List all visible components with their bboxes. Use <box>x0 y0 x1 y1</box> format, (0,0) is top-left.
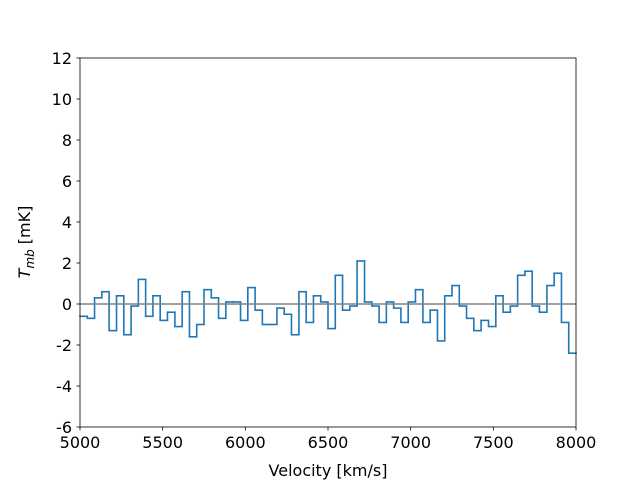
y-label-unit: [mK] <box>15 206 34 245</box>
y-tick-label: -4 <box>56 377 72 396</box>
y-label-subscript: mb <box>23 249 37 269</box>
y-tick-label: -6 <box>56 418 72 437</box>
y-tick-label: 0 <box>62 295 72 314</box>
plot-frame <box>79 57 577 428</box>
y-tick-label: 2 <box>62 254 72 273</box>
x-tick-label: 5500 <box>142 433 183 452</box>
x-tick-label: 7000 <box>390 433 431 452</box>
y-tick-label: 12 <box>52 49 72 68</box>
x-tick-label: 6000 <box>225 433 266 452</box>
y-tick-label: 8 <box>62 131 72 150</box>
x-tick-label: 8000 <box>556 433 597 452</box>
y-tick-label: 10 <box>52 90 72 109</box>
x-axis-label: Velocity [km/s] <box>269 461 388 480</box>
y-tick-label: 4 <box>62 213 72 232</box>
y-axis-label: Tmb [mK] <box>15 206 37 279</box>
y-tick-label: 6 <box>62 172 72 191</box>
y-tick-label: -2 <box>56 336 72 355</box>
x-tick-label: 5000 <box>60 433 101 452</box>
y-label-symbol: T <box>15 267 34 278</box>
x-tick-label: 6500 <box>308 433 349 452</box>
x-tick-label: 7500 <box>473 433 514 452</box>
